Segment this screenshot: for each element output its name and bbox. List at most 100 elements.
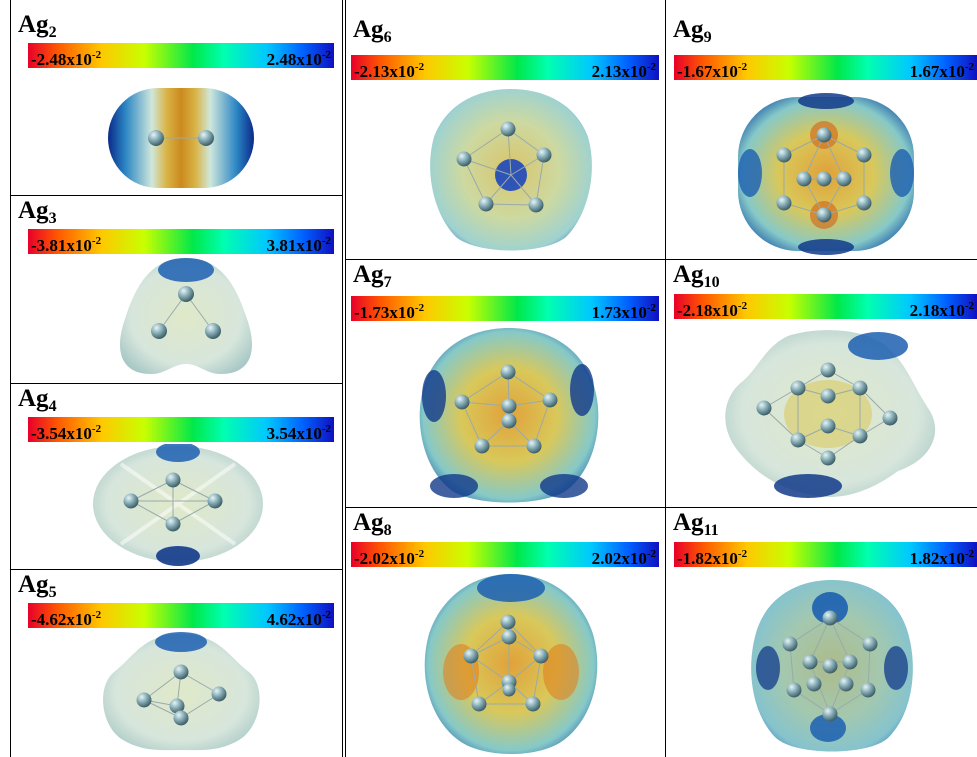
atom	[838, 676, 854, 692]
atom	[211, 686, 227, 702]
atom	[820, 418, 836, 434]
panel-title: Ag3	[18, 197, 57, 227]
esp-surface-ag9	[738, 93, 914, 255]
panel-ag2: Ag2 -2.48x10-2 2.48x10-2	[11, 10, 342, 195]
atom	[852, 380, 868, 396]
grid-line	[10, 195, 343, 196]
atom	[822, 658, 838, 674]
color-scale-bar: -1.73x10-2 1.73x10-2	[351, 296, 659, 322]
panel-title: Ag9	[673, 16, 712, 46]
atom	[501, 629, 517, 645]
atom	[820, 362, 836, 378]
color-scale-bar: -3.54x10-2 3.54x10-2	[28, 417, 334, 443]
scale-min-label: -1.67x10-2	[677, 61, 748, 81]
atom	[820, 388, 836, 404]
grid-line	[10, 0, 11, 757]
atom	[782, 636, 798, 652]
esp-surface-ag11	[751, 580, 913, 752]
scale-min-label: -2.18x10-2	[677, 300, 748, 320]
scale-max-label: 2.18x10-2	[909, 300, 974, 320]
atom	[802, 654, 818, 670]
scale-min-label: -2.48x10-2	[31, 49, 102, 69]
atom	[796, 171, 812, 187]
atom	[169, 698, 185, 714]
scale-max-label: 2.13x10-2	[591, 61, 656, 81]
atom	[756, 400, 772, 416]
atom	[842, 654, 858, 670]
scale-min-label: -2.13x10-2	[354, 61, 425, 81]
panel-ag8: Ag8 -2.02x10-2 2.02x10-2	[346, 508, 665, 757]
scale-min-label: -3.54x10-2	[31, 423, 102, 443]
esp-surface-ag8	[424, 574, 598, 754]
atom	[528, 197, 544, 213]
atom	[501, 413, 517, 429]
atom	[816, 207, 832, 223]
atom	[820, 450, 836, 466]
atom	[862, 636, 878, 652]
panel-title: Ag8	[353, 509, 392, 539]
atom	[525, 696, 541, 712]
esp-surface-ag6	[430, 89, 592, 251]
atom	[205, 323, 221, 339]
atom	[536, 147, 552, 163]
atom	[456, 151, 472, 167]
atom	[856, 195, 872, 211]
scale-min-label: -3.81x10-2	[31, 235, 102, 255]
atom	[806, 676, 822, 692]
atom	[882, 410, 898, 426]
atom	[471, 696, 487, 712]
scale-max-label: 2.02x10-2	[591, 548, 656, 568]
atom	[463, 648, 479, 664]
color-scale-bar: -2.02x10-2 2.02x10-2	[351, 542, 659, 568]
atom	[542, 392, 558, 408]
scale-min-label: -1.82x10-2	[677, 548, 748, 568]
esp-surface-ag4	[93, 444, 263, 566]
grid-line	[666, 259, 977, 260]
panel-title: Ag10	[673, 261, 720, 291]
scale-max-label: 3.81x10-2	[266, 235, 331, 255]
atom	[856, 147, 872, 163]
atom	[533, 648, 549, 664]
atom	[790, 380, 806, 396]
panel-ag11: Ag11 -1.82x10-2 1.82x10-2	[666, 508, 977, 757]
atom	[123, 493, 139, 509]
color-scale-bar: -3.81x10-2 3.81x10-2	[28, 229, 334, 255]
atom	[151, 323, 167, 339]
atom	[500, 614, 516, 630]
esp-surface-ag7	[419, 328, 599, 503]
esp-surface-ag10	[725, 330, 936, 498]
color-scale-bar: -4.62x10-2 4.62x10-2	[28, 603, 334, 629]
atom	[474, 438, 490, 454]
atom	[173, 664, 189, 680]
scale-max-label: 1.82x10-2	[909, 548, 974, 568]
atom	[207, 493, 223, 509]
scale-max-label: 3.54x10-2	[266, 423, 331, 443]
atom	[526, 438, 542, 454]
color-scale-bar: -1.67x10-2 1.67x10-2	[674, 55, 977, 81]
panel-title: Ag6	[353, 16, 392, 46]
scale-max-label: 1.73x10-2	[591, 302, 656, 322]
atom	[852, 428, 868, 444]
grid-line	[345, 259, 666, 260]
atom	[502, 683, 516, 697]
atom	[860, 682, 876, 698]
atom	[178, 286, 194, 302]
atom	[173, 710, 189, 726]
scale-max-label: 2.48x10-2	[266, 49, 331, 69]
atom	[790, 432, 806, 448]
scale-min-label: -4.62x10-2	[31, 609, 102, 629]
panel-ag5: Ag5 -4.62x10-2 4.62x10-2	[11, 570, 342, 757]
atom	[786, 682, 802, 698]
color-scale-bar: -2.18x10-2 2.18x10-2	[674, 294, 977, 320]
atom	[198, 130, 214, 146]
scale-min-label: -1.73x10-2	[354, 302, 425, 322]
atom	[816, 127, 832, 143]
grid-line	[345, 0, 346, 757]
atom	[776, 147, 792, 163]
grid-line	[342, 0, 343, 757]
atom	[836, 171, 852, 187]
color-scale-bar: -1.82x10-2 1.82x10-2	[674, 542, 977, 568]
grid-line	[665, 0, 666, 757]
atom	[500, 121, 516, 137]
atom	[501, 398, 517, 414]
